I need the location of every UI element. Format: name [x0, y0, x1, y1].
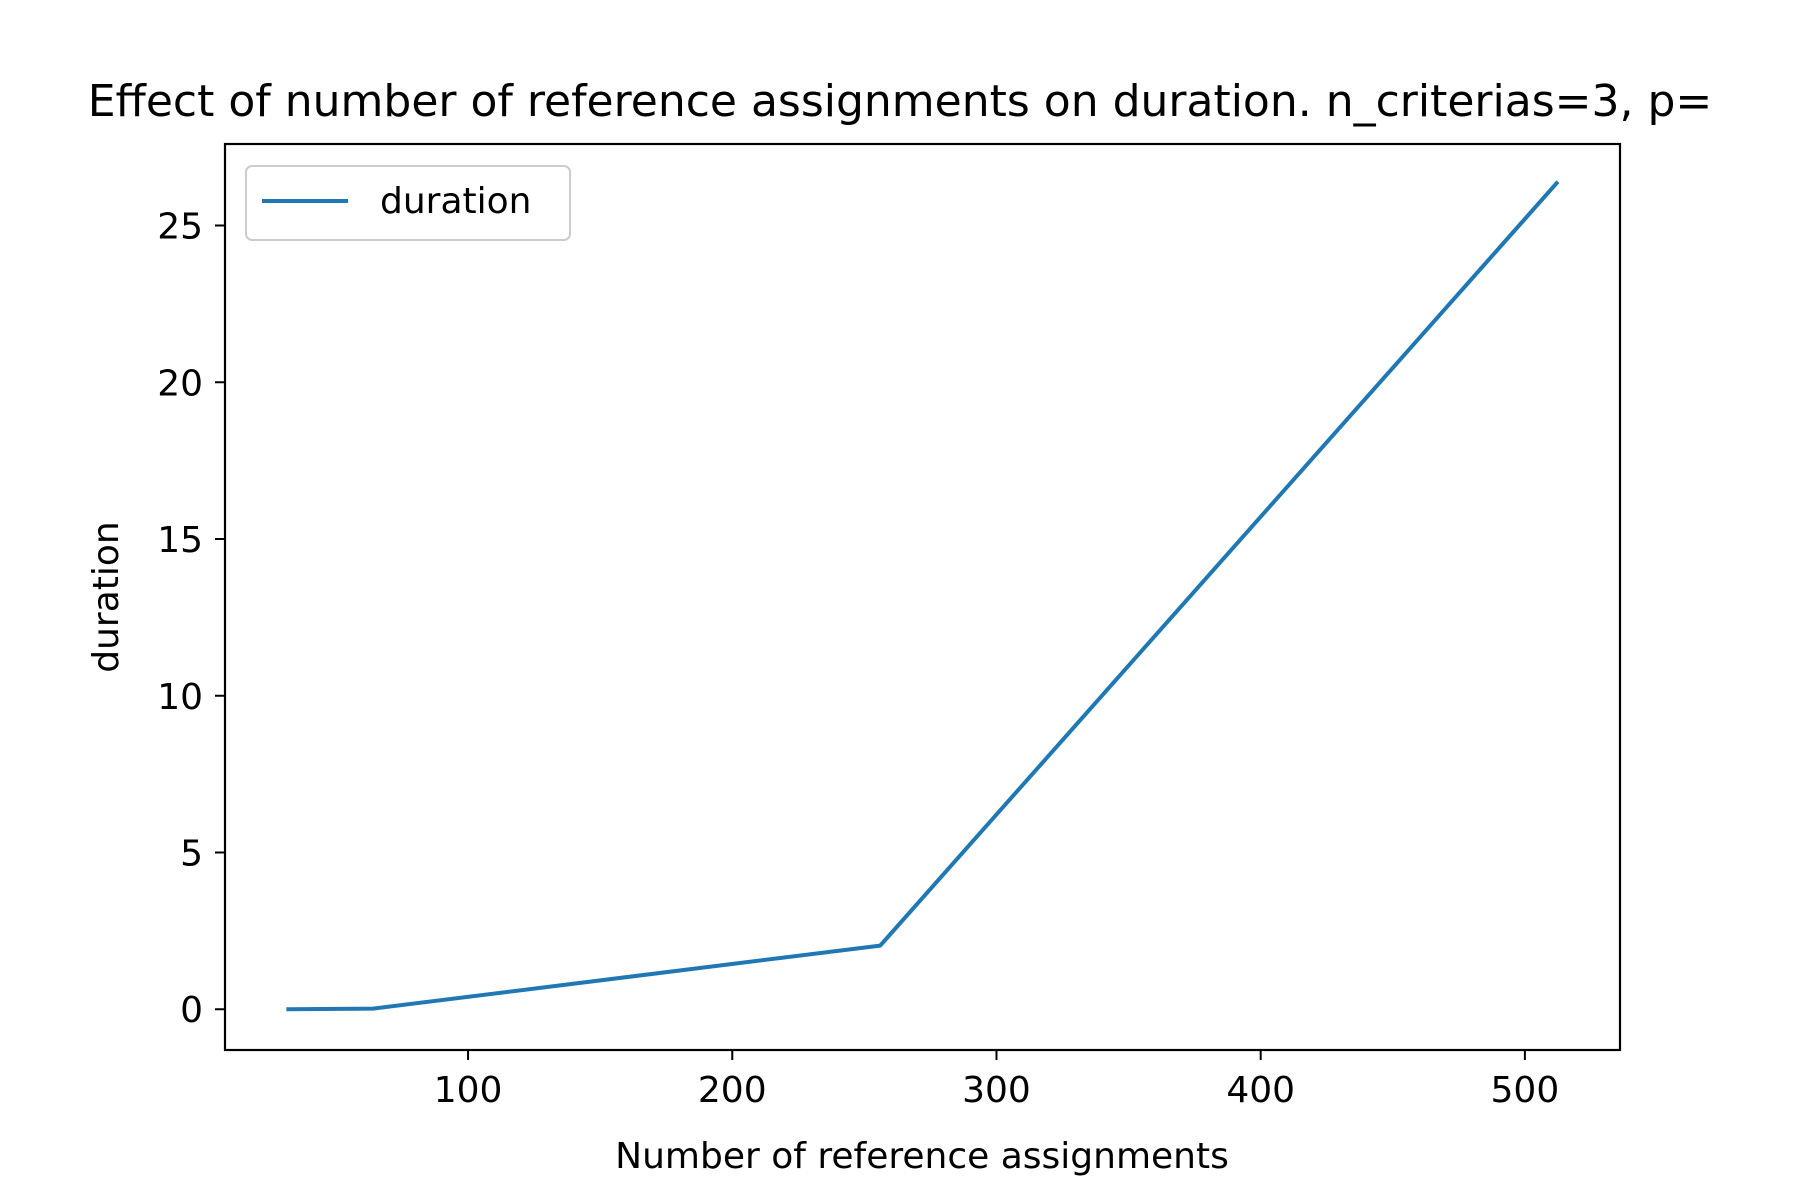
x-tick-label: 300: [962, 1070, 1031, 1111]
x-axis: 100 200 300 400 500: [434, 1050, 1560, 1111]
legend-box: [245, 165, 571, 241]
x-tick-label: 400: [1226, 1070, 1295, 1111]
y-tick-label: 5: [180, 833, 203, 874]
legend-label-duration: duration: [380, 181, 532, 222]
axes-frame: [223, 142, 1622, 1052]
chart-title: Effect of number of reference assignment…: [88, 76, 1713, 127]
y-tick-label: 25: [157, 207, 203, 248]
plot-area: [286, 180, 1560, 1012]
series-line-duration: [286, 180, 1560, 1012]
y-tick-label: 0: [180, 990, 203, 1031]
x-tick-label: 500: [1491, 1070, 1560, 1111]
x-tick-label: 100: [434, 1070, 503, 1111]
y-axis: 0 5 10 15 20 25: [157, 207, 225, 1031]
legend: duration: [245, 165, 571, 241]
x-tick-label: 200: [698, 1070, 767, 1111]
y-tick-label: 10: [157, 677, 203, 718]
y-axis-label: duration: [86, 521, 127, 673]
x-axis-label: Number of reference assignments: [615, 1136, 1229, 1177]
y-tick-label: 20: [157, 363, 203, 404]
y-tick-label: 15: [157, 520, 203, 561]
